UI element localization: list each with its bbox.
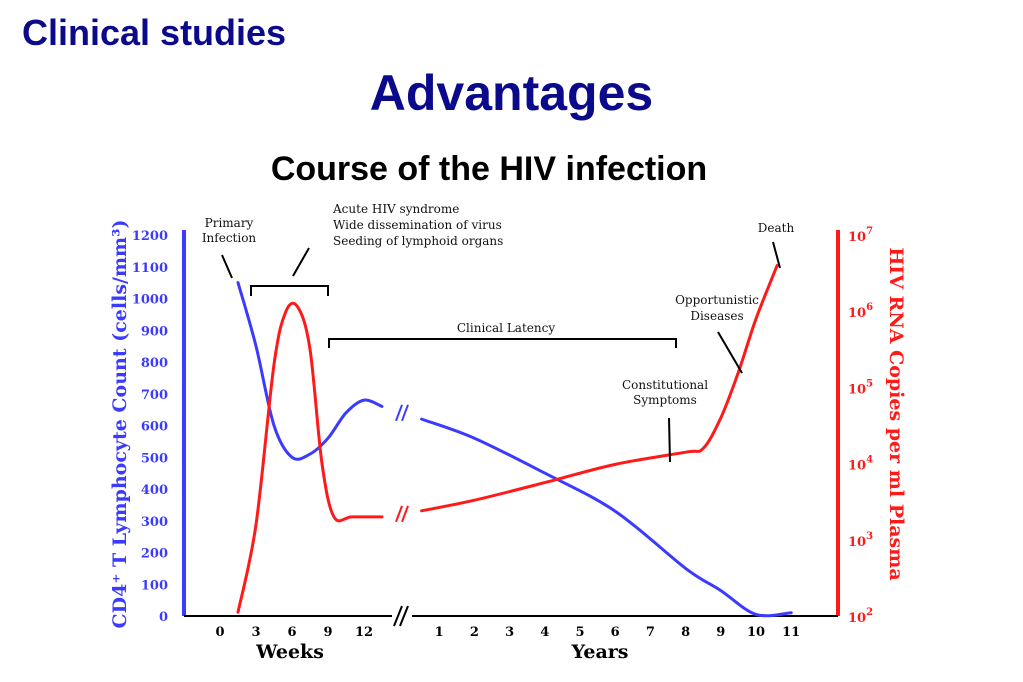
annotation-pointer [717, 331, 743, 374]
left-y-tick-label: 600 [141, 420, 168, 435]
annotation-pointer [668, 417, 671, 463]
x-axis-title-weeks: Weeks [255, 641, 324, 663]
x-tick-label-weeks: 0 [215, 625, 224, 640]
annotation-acute-hiv: Acute HIV syndrome [332, 202, 459, 216]
left-y-tick-label: 200 [141, 547, 168, 562]
series-line-cd4-years [420, 417, 793, 618]
x-tick-label-years: 9 [716, 625, 725, 640]
x-axis-break-mark [393, 605, 403, 627]
left-y-tick-label: 100 [141, 578, 168, 593]
left-y-tick-label: 1100 [132, 261, 168, 276]
x-tick-label-years: 6 [611, 625, 620, 640]
x-tick-label-weeks: 3 [251, 625, 260, 640]
x-tick-label-years: 10 [747, 625, 765, 640]
annotation-primary-infection: Primary [205, 216, 254, 230]
annotation-constitutional-symptoms: Constitutional [622, 378, 708, 392]
x-tick-label-years: 7 [646, 625, 655, 640]
series-break-mark [395, 404, 403, 422]
marks-group [236, 264, 793, 618]
annotation-constitutional-symptoms: Symptoms [633, 393, 697, 407]
slide-title: Advantages [369, 65, 654, 121]
annotation-opportunistic-diseases: Opportunistic [675, 293, 759, 307]
series-break-mark [401, 404, 409, 422]
x-tick-label-years: 8 [681, 625, 690, 640]
x-tick-label-years: 3 [505, 625, 514, 640]
x-tick-label-years: 1 [435, 625, 444, 640]
right-y-tick-label: 105 [848, 378, 873, 397]
series-line-hiv-rna-years [420, 264, 779, 513]
x-axis-break-mark [399, 605, 409, 627]
slide-header: Clinical studies [22, 12, 287, 53]
left-y-tick-label: 0 [159, 610, 168, 625]
left-y-tick-label: 700 [141, 388, 168, 403]
series-break-mark [395, 505, 403, 523]
x-tick-label-weeks: 9 [323, 625, 332, 640]
x-tick-label-weeks: 12 [355, 625, 373, 640]
left-y-tick-label: 1200 [132, 229, 168, 244]
series-break-mark [401, 505, 409, 523]
right-y-axis-title: HIV RNA Copies per ml Plasma [885, 247, 907, 580]
left-y-axis-title: CD4⁺ T Lymphocyte Count (cells/mm³) [109, 220, 131, 629]
right-y-tick-label: 107 [848, 226, 873, 245]
left-y-tick-label: 400 [141, 483, 168, 498]
x-tick-label-years: 11 [782, 625, 800, 640]
annotation-acute-hiv: Wide dissemination of virus [333, 218, 502, 232]
right-y-tick-label: 106 [848, 302, 873, 321]
x-tick-label-years: 4 [540, 625, 549, 640]
left-y-tick-label: 500 [141, 451, 168, 466]
axes-group: 0100200300400500600700800900100011001200… [109, 220, 907, 663]
chart-title: Course of the HIV infection [270, 150, 708, 188]
x-tick-label-weeks: 6 [287, 625, 296, 640]
x-axis-title-years: Years [570, 641, 628, 663]
x-tick-label-years: 2 [470, 625, 479, 640]
annotation-bracket [250, 285, 329, 296]
annotation-pointer [292, 247, 310, 277]
annotation-pointer [221, 254, 233, 279]
annotation-bracket [328, 338, 677, 348]
annotation-primary-infection: Infection [202, 231, 257, 245]
series-line-hiv-rna-weeks [236, 301, 384, 614]
left-y-tick-label: 900 [141, 324, 168, 339]
annotation-opportunistic-diseases: Diseases [690, 309, 743, 323]
left-y-tick-label: 1000 [132, 293, 168, 308]
left-y-tick-label: 800 [141, 356, 168, 371]
annotation-clinical-latency: Clinical Latency [457, 321, 555, 335]
annotation-acute-hiv: Seeding of lymphoid organs [333, 234, 503, 248]
annotation-pointer [772, 241, 781, 269]
right-y-tick-label: 103 [848, 531, 873, 550]
annotation-death: Death [758, 221, 795, 235]
right-y-tick-label: 104 [848, 455, 873, 474]
series-line-cd4-weeks [236, 281, 384, 461]
left-y-tick-label: 300 [141, 515, 168, 530]
x-tick-label-years: 5 [575, 625, 584, 640]
right-y-tick-label: 102 [848, 607, 873, 626]
